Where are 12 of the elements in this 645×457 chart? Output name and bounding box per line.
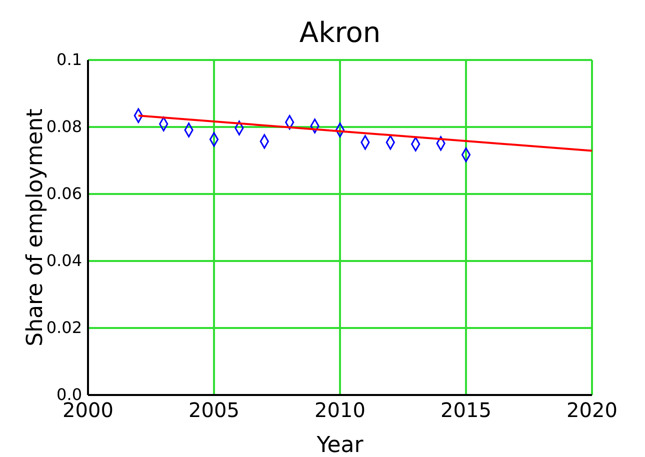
y-tick-label: 0.02 [46, 318, 82, 338]
x-tick-label: 2010 [314, 398, 366, 422]
y-tick-label: 0.08 [46, 117, 82, 136]
y-tick-label: 0.04 [46, 251, 82, 270]
y-tick-label: 0.06 [46, 184, 82, 204]
y-tick-label: 0.1 [56, 50, 82, 70]
x-tick-label: 2020 [566, 398, 618, 422]
x-tick-label: 2005 [188, 398, 240, 422]
chart-title: Akron [299, 16, 381, 49]
x-axis-title: Year [316, 433, 364, 457]
x-tick-label: 2015 [440, 398, 492, 422]
y-axis-title: Share of employment [23, 108, 48, 346]
